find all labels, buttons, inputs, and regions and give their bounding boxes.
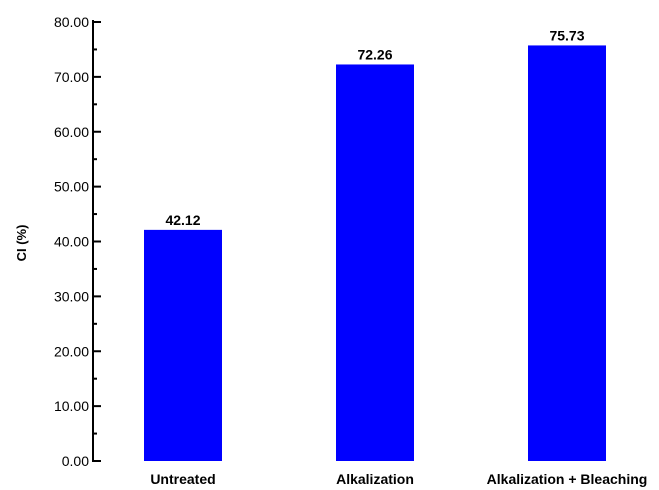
category-label-0: Untreated — [150, 471, 215, 487]
bar-0 — [144, 229, 222, 461]
y-tick-label-1: 10.00 — [54, 398, 89, 414]
data-label-0: 42.12 — [165, 212, 200, 228]
data-label-2: 75.73 — [549, 27, 584, 43]
y-tick-label-5: 50.00 — [54, 179, 89, 195]
x-axis-categories: Untreated Alkalization Alkalization + Blea… — [150, 471, 647, 487]
y-tick-label-2: 20.00 — [54, 343, 89, 359]
data-label-1: 72.26 — [357, 46, 392, 62]
y-tick-label-8: 80.00 — [54, 14, 89, 30]
y-tick-label-3: 30.00 — [54, 288, 89, 304]
category-label-2: Alkalization + Bleaching — [487, 471, 648, 487]
y-axis: 0.00 10.00 20.00 30.00 40.00 50.00 60.00 70.00 8… — [54, 14, 101, 469]
bar-1 — [336, 64, 414, 461]
y-tick-label-7: 70.00 — [54, 69, 89, 85]
bars-layer — [144, 45, 606, 461]
y-tick-label-4: 40.00 — [54, 234, 89, 250]
y-tick-label-6: 60.00 — [54, 124, 89, 140]
data-labels-layer: 42.12 72.26 75.73 — [165, 27, 584, 227]
y-axis-title: CI (%) — [14, 225, 29, 262]
category-label-1: Alkalization — [336, 471, 414, 487]
y-tick-label-0: 0.00 — [62, 453, 89, 469]
bar-2 — [528, 45, 606, 461]
